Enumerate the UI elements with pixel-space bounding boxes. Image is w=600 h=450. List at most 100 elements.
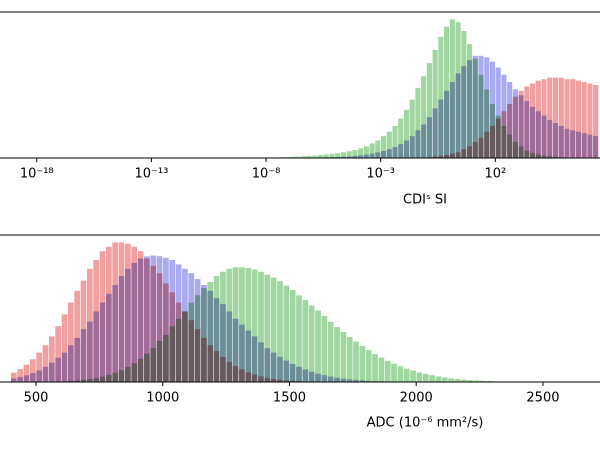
histogram-bar	[378, 357, 385, 382]
histogram-bar	[478, 55, 484, 158]
histogram-bar	[48, 336, 55, 382]
histogram-bar	[372, 354, 378, 382]
histogram-bar	[334, 327, 340, 382]
histogram-bar	[392, 125, 398, 158]
histogram-bar	[507, 103, 513, 158]
histogram-bar	[353, 379, 359, 382]
histogram-bar	[575, 80, 582, 158]
histogram-bar	[232, 365, 239, 382]
histogram-bar	[169, 292, 176, 382]
histogram-bar	[384, 360, 391, 382]
histogram-bar	[251, 336, 258, 382]
histogram-bar	[335, 156, 341, 158]
histogram-bar	[518, 90, 524, 158]
histogram-bar	[358, 155, 364, 158]
histogram-bar	[432, 49, 438, 158]
histogram-bar	[473, 380, 480, 382]
histogram-bar	[80, 280, 87, 382]
histogram-bar	[489, 61, 496, 158]
histogram-bar	[74, 290, 81, 382]
histogram-bar	[472, 141, 478, 158]
histogram-bar	[466, 146, 473, 158]
histogram-bar	[239, 369, 245, 382]
histogram-bar	[438, 36, 444, 158]
x-tick-label: 1000	[146, 391, 179, 406]
histogram-bar	[460, 379, 467, 382]
histogram-bar	[587, 83, 593, 158]
histogram-bar	[535, 80, 541, 158]
histogram-series	[426, 77, 599, 158]
histogram-bar	[467, 380, 473, 382]
histogram-bar	[270, 277, 277, 382]
histogram-bar	[489, 125, 496, 158]
histogram-bar	[312, 155, 318, 158]
histogram-bar	[340, 156, 346, 158]
histogram-bar	[380, 136, 387, 158]
histogram-bar	[444, 155, 450, 158]
histogram-bar	[270, 352, 277, 382]
histogram-bar	[308, 305, 315, 382]
histogram-bar	[207, 345, 214, 382]
histogram-bar	[283, 360, 290, 382]
histogram-bar	[220, 357, 226, 382]
histogram-bar	[466, 60, 473, 158]
histogram-bar	[175, 302, 182, 382]
histogram-bar	[484, 131, 490, 158]
histogram-bar	[289, 156, 295, 158]
histogram-bar	[472, 55, 478, 158]
histogram-bar	[444, 90, 450, 158]
histogram-bar	[438, 155, 444, 158]
histogram-bar	[495, 118, 501, 158]
histogram-bar	[426, 63, 432, 158]
histogram-bar	[296, 295, 302, 382]
histogram-bar	[258, 342, 264, 382]
histogram-bar	[432, 108, 438, 158]
histogram-series	[10, 242, 347, 382]
x-tick-label: 10⁻⁸	[252, 167, 281, 182]
histogram-bar	[258, 271, 264, 382]
histogram-bar	[315, 310, 321, 382]
histogram-bar	[455, 73, 461, 158]
histogram-bar	[182, 311, 188, 382]
histogram-bar	[397, 366, 404, 382]
histogram-bar	[365, 350, 372, 382]
x-tick-label: 10⁻³	[366, 167, 395, 182]
histogram-bar	[327, 376, 334, 382]
histogram-bar	[441, 377, 448, 382]
histogram-bar	[93, 259, 100, 382]
histogram-bar	[495, 67, 501, 158]
histogram-bar	[558, 77, 564, 158]
histogram-bar	[289, 380, 296, 382]
histogram-bar	[118, 242, 125, 382]
histogram-bar	[86, 268, 93, 382]
histogram-bar	[581, 82, 587, 158]
x-axis-label: CDIˢ SI	[403, 193, 447, 208]
histogram-bar	[294, 156, 301, 158]
histogram-bar	[258, 376, 264, 382]
histogram-bar	[220, 304, 226, 382]
histogram-bar	[55, 326, 62, 382]
plot-area	[266, 19, 599, 159]
histogram-bar	[541, 79, 547, 158]
histogram-bar	[99, 251, 106, 382]
histogram-bar	[239, 324, 245, 382]
histogram-bar	[321, 375, 328, 382]
x-tick-label: 500	[24, 391, 49, 406]
histogram-bar	[213, 351, 220, 382]
histogram-bar	[448, 378, 454, 382]
histogram-bar	[29, 359, 36, 382]
histogram-bar	[239, 267, 245, 382]
histogram-bar	[398, 144, 404, 158]
histogram-bar	[317, 155, 324, 158]
histogram-bar	[17, 369, 24, 382]
histogram-bar	[137, 251, 144, 382]
histogram-bar	[359, 380, 366, 382]
histogram-bar	[386, 131, 392, 158]
histogram-bar	[334, 377, 340, 382]
histogram-bar	[302, 369, 309, 382]
x-tick-label: 1500	[273, 391, 306, 406]
histogram-bar	[449, 82, 455, 158]
histogram-bar	[125, 243, 131, 382]
histogram-bar	[251, 374, 258, 382]
histogram-bar	[315, 373, 321, 382]
